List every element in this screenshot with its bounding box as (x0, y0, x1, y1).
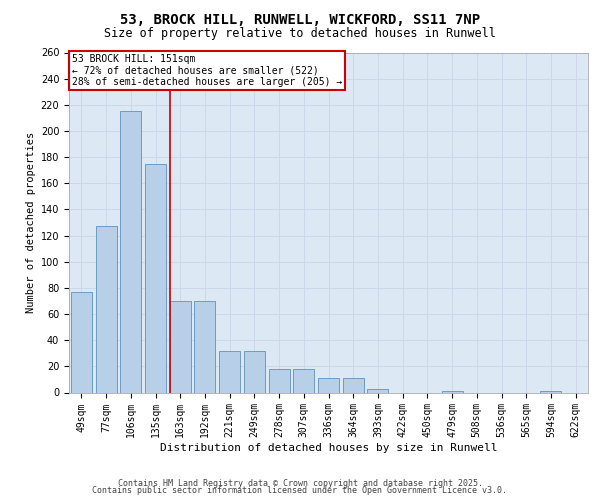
Bar (541, 391, 562, 392)
Bar (318, 378, 339, 392)
Bar (95, 226, 116, 392)
Bar (442, 391, 463, 392)
Text: Size of property relative to detached houses in Runwell: Size of property relative to detached ho… (104, 28, 496, 40)
Bar (269, 369, 290, 392)
X-axis label: Distribution of detached houses by size in Runwell: Distribution of detached houses by size … (160, 443, 497, 453)
Y-axis label: Number of detached properties: Number of detached properties (26, 132, 37, 313)
Text: Contains public sector information licensed under the Open Government Licence v3: Contains public sector information licen… (92, 486, 508, 495)
Bar (244, 350, 265, 393)
Text: 53, BROCK HILL, RUNWELL, WICKFORD, SS11 7NP: 53, BROCK HILL, RUNWELL, WICKFORD, SS11 … (120, 12, 480, 26)
Bar (219, 350, 240, 393)
Bar (120, 112, 141, 392)
Text: Contains HM Land Registry data © Crown copyright and database right 2025.: Contains HM Land Registry data © Crown c… (118, 478, 482, 488)
Text: 53 BROCK HILL: 151sqm
← 72% of detached houses are smaller (522)
28% of semi-det: 53 BROCK HILL: 151sqm ← 72% of detached … (71, 54, 342, 88)
Bar (194, 301, 215, 392)
Bar (293, 369, 314, 392)
Bar (343, 378, 364, 392)
Bar (367, 388, 388, 392)
Bar (71, 292, 92, 392)
Bar (170, 301, 191, 392)
Bar (145, 164, 166, 392)
